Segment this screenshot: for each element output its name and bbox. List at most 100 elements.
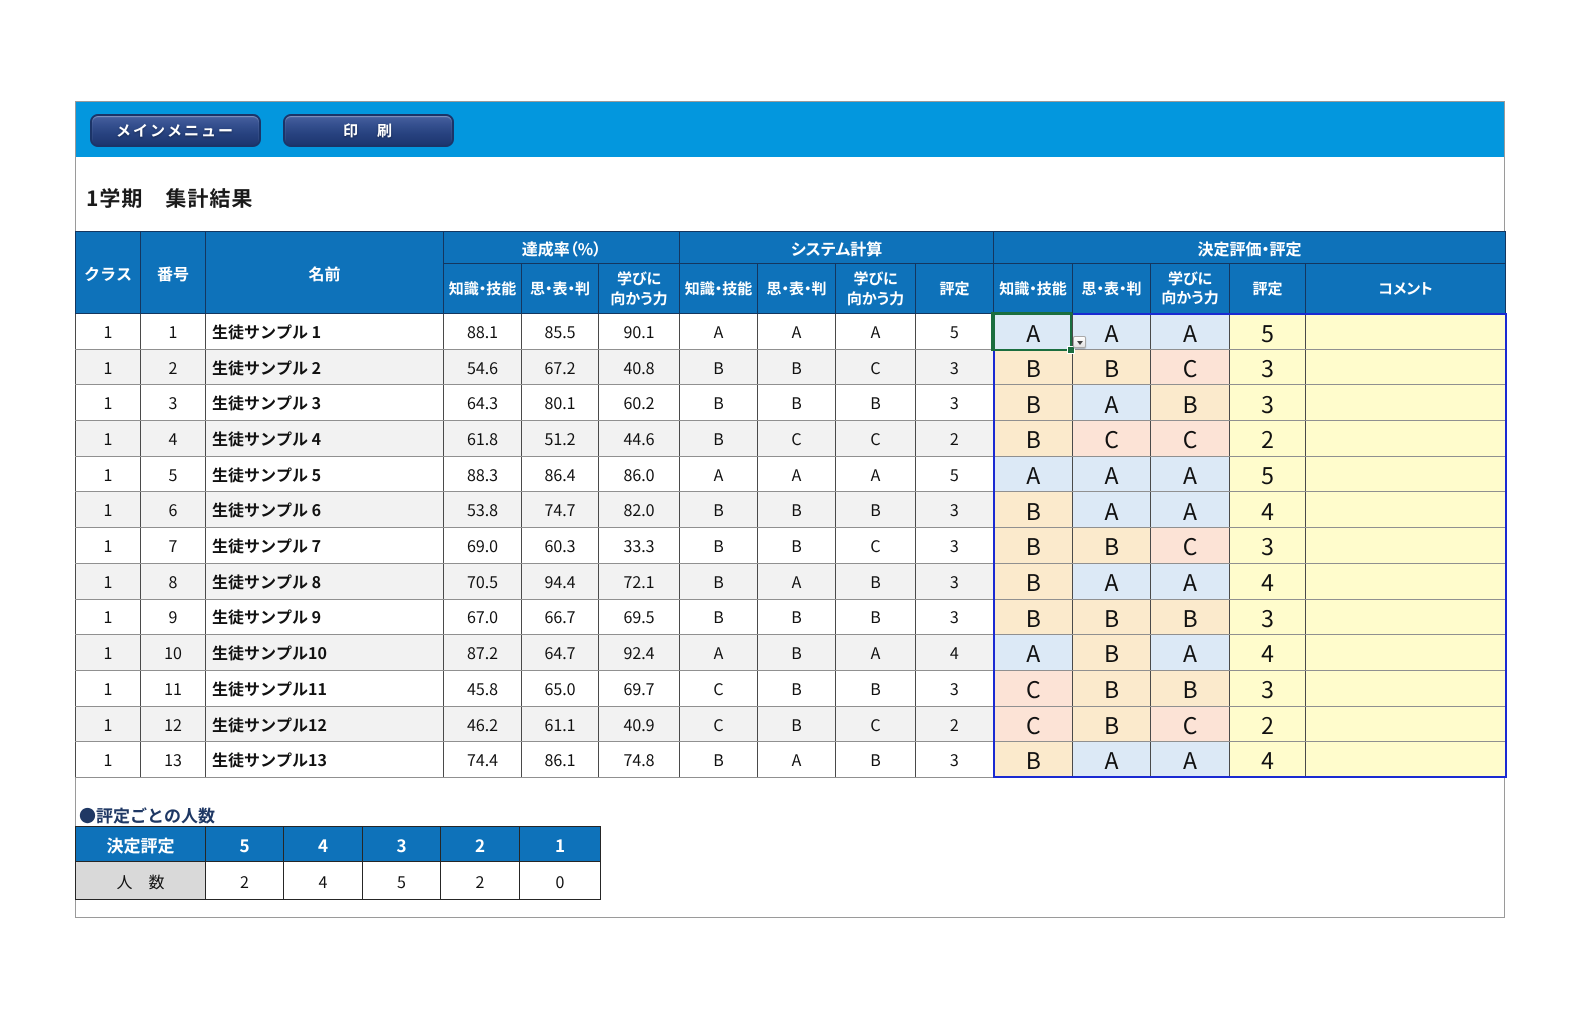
cell-rating[interactable]: 2 bbox=[1229, 705, 1307, 743]
cell-class[interactable]: 1 bbox=[75, 384, 141, 422]
cell-rating[interactable]: 3 bbox=[1229, 348, 1307, 386]
summary-count-cell[interactable]: 4 bbox=[283, 861, 363, 900]
cell-system[interactable]: 2 bbox=[915, 705, 995, 743]
cell-achievement[interactable]: 40.8 bbox=[597, 348, 681, 386]
cell-system[interactable]: A bbox=[757, 313, 837, 350]
cell-system[interactable]: 3 bbox=[915, 741, 995, 778]
cell-decision[interactable]: B bbox=[1150, 669, 1231, 707]
cell-rating[interactable]: 3 bbox=[1229, 669, 1307, 707]
cell-system[interactable]: B bbox=[757, 598, 837, 636]
cell-decision[interactable]: B bbox=[992, 348, 1074, 386]
cell-name[interactable]: 生徒サンプル 3 bbox=[205, 384, 444, 422]
cell-system[interactable]: B bbox=[679, 741, 759, 778]
cell-class[interactable]: 1 bbox=[75, 598, 141, 636]
cell-comment[interactable] bbox=[1305, 669, 1507, 707]
cell-system[interactable]: C bbox=[757, 420, 837, 457]
cell-comment[interactable] bbox=[1305, 384, 1507, 422]
cell-system[interactable]: B bbox=[835, 741, 917, 778]
cell-decision[interactable]: B bbox=[1150, 384, 1231, 422]
cell-system[interactable]: A bbox=[757, 562, 837, 600]
print-button[interactable]: 印 刷 bbox=[283, 114, 454, 147]
cell-system[interactable]: 3 bbox=[915, 491, 995, 529]
summary-count-cell[interactable]: 2 bbox=[440, 861, 520, 900]
cell-system[interactable]: B bbox=[757, 705, 837, 743]
cell-class[interactable]: 1 bbox=[75, 313, 141, 350]
cell-achievement[interactable]: 67.0 bbox=[443, 598, 522, 636]
summary-count-cell[interactable]: 0 bbox=[519, 861, 601, 900]
main-menu-button[interactable]: メインメニュー bbox=[90, 114, 261, 147]
cell-achievement[interactable]: 67.2 bbox=[521, 348, 599, 386]
cell-decision[interactable]: A bbox=[1072, 741, 1152, 779]
cell-comment[interactable] bbox=[1305, 598, 1507, 636]
selection-fill-handle[interactable] bbox=[1067, 346, 1075, 354]
cell-class[interactable]: 1 bbox=[75, 420, 141, 457]
cell-system[interactable]: B bbox=[835, 669, 917, 707]
cell-name[interactable]: 生徒サンプル12 bbox=[205, 705, 444, 743]
cell-comment[interactable] bbox=[1305, 527, 1507, 564]
cell-decision[interactable]: B bbox=[992, 527, 1074, 564]
cell-system[interactable]: A bbox=[679, 634, 759, 671]
cell-class[interactable]: 1 bbox=[75, 455, 141, 493]
cell-name[interactable]: 生徒サンプル 4 bbox=[205, 420, 444, 457]
cell-system[interactable]: A bbox=[757, 741, 837, 778]
cell-achievement[interactable]: 86.4 bbox=[521, 455, 599, 493]
cell-class[interactable]: 1 bbox=[75, 634, 141, 671]
cell-rating[interactable]: 4 bbox=[1229, 741, 1307, 779]
cell-number[interactable]: 13 bbox=[140, 741, 206, 778]
cell-class[interactable]: 1 bbox=[75, 527, 141, 564]
cell-name[interactable]: 生徒サンプル 8 bbox=[205, 562, 444, 600]
cell-achievement[interactable]: 88.3 bbox=[443, 455, 522, 493]
cell-system[interactable]: C bbox=[679, 705, 759, 743]
cell-number[interactable]: 9 bbox=[140, 598, 206, 636]
cell-achievement[interactable]: 61.1 bbox=[521, 705, 599, 743]
cell-achievement[interactable]: 53.8 bbox=[443, 491, 522, 529]
cell-decision[interactable]: B bbox=[992, 741, 1074, 779]
cell-achievement[interactable]: 46.2 bbox=[443, 705, 522, 743]
cell-achievement[interactable]: 66.7 bbox=[521, 598, 599, 636]
cell-decision[interactable]: B bbox=[1150, 598, 1231, 636]
cell-achievement[interactable]: 33.3 bbox=[597, 527, 681, 564]
cell-achievement[interactable]: 86.0 bbox=[597, 455, 681, 493]
cell-achievement[interactable]: 65.0 bbox=[521, 669, 599, 707]
cell-decision[interactable]: A bbox=[1072, 491, 1152, 529]
cell-comment[interactable] bbox=[1305, 705, 1507, 743]
cell-decision[interactable]: C bbox=[1150, 348, 1231, 386]
cell-achievement[interactable]: 60.3 bbox=[521, 527, 599, 564]
cell-decision[interactable]: A bbox=[1150, 562, 1231, 600]
cell-system[interactable]: B bbox=[835, 491, 917, 529]
cell-decision[interactable]: A bbox=[1072, 455, 1152, 493]
cell-decision[interactable]: B bbox=[992, 420, 1074, 457]
cell-system[interactable]: B bbox=[757, 669, 837, 707]
cell-achievement[interactable]: 72.1 bbox=[597, 562, 681, 600]
cell-system[interactable]: A bbox=[835, 313, 917, 350]
cell-decision[interactable]: A bbox=[1150, 741, 1231, 779]
cell-number[interactable]: 6 bbox=[140, 491, 206, 529]
cell-system[interactable]: B bbox=[679, 491, 759, 529]
cell-system[interactable]: A bbox=[679, 313, 759, 350]
cell-number[interactable]: 1 bbox=[140, 313, 206, 350]
cell-system[interactable]: 3 bbox=[915, 669, 995, 707]
cell-class[interactable]: 1 bbox=[75, 491, 141, 529]
cell-achievement[interactable]: 69.5 bbox=[597, 598, 681, 636]
cell-name[interactable]: 生徒サンプル 7 bbox=[205, 527, 444, 564]
cell-system[interactable]: A bbox=[679, 455, 759, 493]
cell-decision[interactable]: B bbox=[992, 598, 1074, 636]
cell-achievement[interactable]: 74.8 bbox=[597, 741, 681, 778]
cell-number[interactable]: 3 bbox=[140, 384, 206, 422]
cell-system[interactable]: B bbox=[679, 562, 759, 600]
cell-number[interactable]: 4 bbox=[140, 420, 206, 457]
cell-decision[interactable]: B bbox=[992, 562, 1074, 600]
cell-class[interactable]: 1 bbox=[75, 741, 141, 778]
cell-system[interactable]: B bbox=[757, 634, 837, 671]
cell-name[interactable]: 生徒サンプル 1 bbox=[205, 313, 444, 350]
cell-system[interactable]: 3 bbox=[915, 527, 995, 564]
cell-system[interactable]: B bbox=[757, 491, 837, 529]
cell-rating[interactable]: 4 bbox=[1229, 562, 1307, 600]
cell-comment[interactable] bbox=[1305, 420, 1507, 457]
cell-achievement[interactable]: 45.8 bbox=[443, 669, 522, 707]
cell-achievement[interactable]: 70.5 bbox=[443, 562, 522, 600]
cell-decision[interactable]: B bbox=[1072, 527, 1152, 564]
cell-class[interactable]: 1 bbox=[75, 562, 141, 600]
cell-decision[interactable]: A bbox=[992, 455, 1074, 493]
cell-system[interactable]: B bbox=[835, 562, 917, 600]
